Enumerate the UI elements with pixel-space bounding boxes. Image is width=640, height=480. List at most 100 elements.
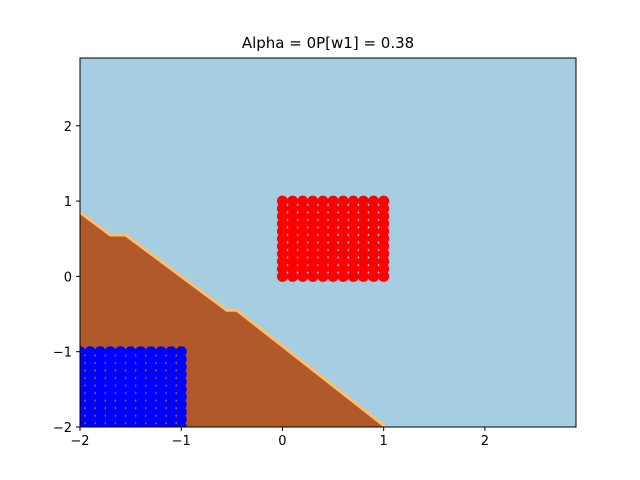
point-series1-85 (155, 368, 167, 380)
point-series1-13 (94, 413, 106, 425)
point-series0-2 (297, 270, 309, 282)
point-series0-50 (337, 240, 349, 252)
point-series0-33 (276, 248, 288, 260)
y-tick-label: 2 (64, 120, 72, 135)
point-series0-5 (327, 270, 339, 282)
point-series0-90 (297, 210, 309, 222)
point-series1-42 (165, 398, 177, 410)
point-series0-44 (276, 240, 288, 252)
point-series0-86 (368, 218, 380, 230)
point-series1-94 (135, 361, 147, 373)
point-series1-80 (104, 368, 116, 380)
point-series0-13 (297, 263, 309, 275)
point-series1-117 (145, 346, 157, 358)
x-tick-label: −2 (70, 434, 89, 449)
point-series0-75 (368, 225, 380, 237)
point-series0-98 (378, 210, 390, 222)
point-series0-26 (317, 255, 329, 267)
point-series0-12 (287, 263, 299, 275)
point-series1-58 (104, 383, 116, 395)
point-series1-109 (175, 353, 187, 365)
point-series1-75 (165, 376, 177, 388)
point-series0-70 (317, 225, 329, 237)
point-series0-71 (327, 225, 339, 237)
point-series1-84 (145, 368, 157, 380)
point-series0-120 (378, 195, 390, 207)
point-series1-36 (104, 398, 116, 410)
point-series0-116 (337, 195, 349, 207)
point-series0-32 (378, 255, 390, 267)
point-series0-3 (307, 270, 319, 282)
point-series1-70 (114, 376, 126, 388)
y-tick-label: 0 (64, 270, 72, 285)
point-series0-78 (287, 218, 299, 230)
point-series0-61 (337, 233, 349, 245)
point-series0-79 (297, 218, 309, 230)
point-series0-80 (307, 218, 319, 230)
point-series1-25 (104, 406, 116, 418)
point-series0-34 (287, 248, 299, 260)
point-series0-104 (327, 203, 339, 215)
y-axis: −2 −1 0 1 2 (53, 120, 80, 436)
point-series0-67 (287, 225, 299, 237)
point-series0-69 (307, 225, 319, 237)
point-series0-28 (337, 255, 349, 267)
point-series0-119 (368, 195, 380, 207)
point-series0-35 (297, 248, 309, 260)
point-series1-31 (165, 406, 177, 418)
point-series0-114 (317, 195, 329, 207)
point-series1-67 (84, 376, 96, 388)
point-series0-93 (327, 210, 339, 222)
point-series0-40 (347, 248, 359, 260)
point-series0-82 (327, 218, 339, 230)
point-series0-77 (276, 218, 288, 230)
point-series0-23 (287, 255, 299, 267)
point-series0-72 (337, 225, 349, 237)
point-series1-49 (125, 391, 137, 403)
point-series1-69 (104, 376, 116, 388)
point-series1-41 (155, 398, 167, 410)
point-series0-30 (357, 255, 369, 267)
point-series1-21 (175, 413, 187, 425)
point-series0-17 (337, 263, 349, 275)
point-series0-112 (297, 195, 309, 207)
point-series1-114 (114, 346, 126, 358)
point-series1-50 (135, 391, 147, 403)
point-series1-64 (165, 383, 177, 395)
point-series1-57 (94, 383, 106, 395)
point-series1-118 (155, 346, 167, 358)
point-series0-107 (357, 203, 369, 215)
point-series0-51 (347, 240, 359, 252)
point-series1-43 (175, 398, 187, 410)
point-series1-104 (125, 353, 137, 365)
point-series1-95 (145, 361, 157, 373)
point-series1-40 (145, 398, 157, 410)
plot-area (80, 58, 576, 427)
point-series1-19 (155, 413, 167, 425)
point-series0-68 (297, 225, 309, 237)
point-series0-15 (317, 263, 329, 275)
point-series0-74 (357, 225, 369, 237)
point-series1-35 (94, 398, 106, 410)
point-series1-61 (135, 383, 147, 395)
point-series0-113 (307, 195, 319, 207)
point-series1-16 (125, 413, 137, 425)
point-series1-91 (104, 361, 116, 373)
point-series0-99 (276, 203, 288, 215)
point-series0-55 (276, 233, 288, 245)
point-series0-56 (287, 233, 299, 245)
point-series0-58 (307, 233, 319, 245)
point-series1-17 (135, 413, 147, 425)
point-series0-85 (357, 218, 369, 230)
point-series1-14 (104, 413, 116, 425)
point-series0-31 (368, 255, 380, 267)
point-series0-9 (368, 270, 380, 282)
point-series1-76 (175, 376, 187, 388)
point-series0-20 (368, 263, 380, 275)
point-series1-120 (175, 346, 187, 358)
x-axis: −2 −1 0 1 2 (70, 427, 489, 449)
point-series0-95 (347, 210, 359, 222)
point-series0-102 (307, 203, 319, 215)
point-series1-54 (175, 391, 187, 403)
point-series1-110 (80, 346, 86, 358)
